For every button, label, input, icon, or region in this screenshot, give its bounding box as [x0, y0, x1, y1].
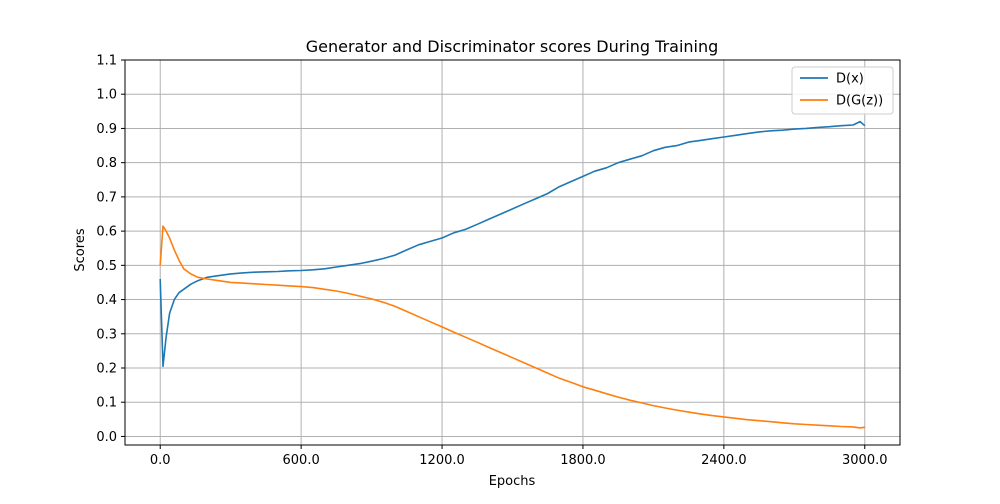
- y-tick-label: 0.1: [96, 396, 117, 411]
- x-tick-label: 3000.0: [842, 453, 888, 468]
- y-tick-label: 0.9: [96, 122, 117, 137]
- y-tick-label: 0.4: [96, 293, 117, 308]
- x-tick-label: 0.0: [150, 453, 171, 468]
- y-tick-label: 0.6: [96, 225, 117, 240]
- y-axis-label: Scores: [73, 228, 88, 271]
- y-tick-label: 0.2: [96, 362, 117, 377]
- series-line-0: [159, 120, 866, 368]
- y-tick-label: 0.7: [96, 190, 117, 205]
- grid-lines: [125, 59, 900, 445]
- legend-label-1: D(G(z)): [836, 94, 883, 109]
- y-tick-label: 0.8: [96, 156, 117, 171]
- legend: D(x) D(G(z)): [791, 66, 894, 115]
- legend-label-0: D(x): [836, 72, 864, 87]
- series-lines: [159, 120, 866, 429]
- y-tick-label: 1.0: [96, 88, 117, 103]
- x-axis-label: Epochs: [489, 474, 536, 489]
- y-tick-label: 0.5: [96, 259, 117, 274]
- y-tick-label: 0.0: [96, 430, 117, 445]
- plot-frame: [124, 59, 901, 446]
- x-tick-label: 2400.0: [701, 453, 747, 468]
- axis-ticks: 0.0 600.0 1200.0 1800.0 2400.0 3000.0 0.0 0.1 0.…: [96, 54, 887, 469]
- chart-title: Generator and Discriminator scores Durin…: [306, 37, 719, 56]
- series-line-1: [159, 225, 865, 429]
- y-tick-label: 1.1: [96, 54, 117, 69]
- x-tick-label: 1200.0: [419, 453, 465, 468]
- x-tick-label: 600.0: [283, 453, 320, 468]
- x-tick-label: 1800.0: [560, 453, 606, 468]
- y-tick-label: 0.3: [96, 327, 117, 342]
